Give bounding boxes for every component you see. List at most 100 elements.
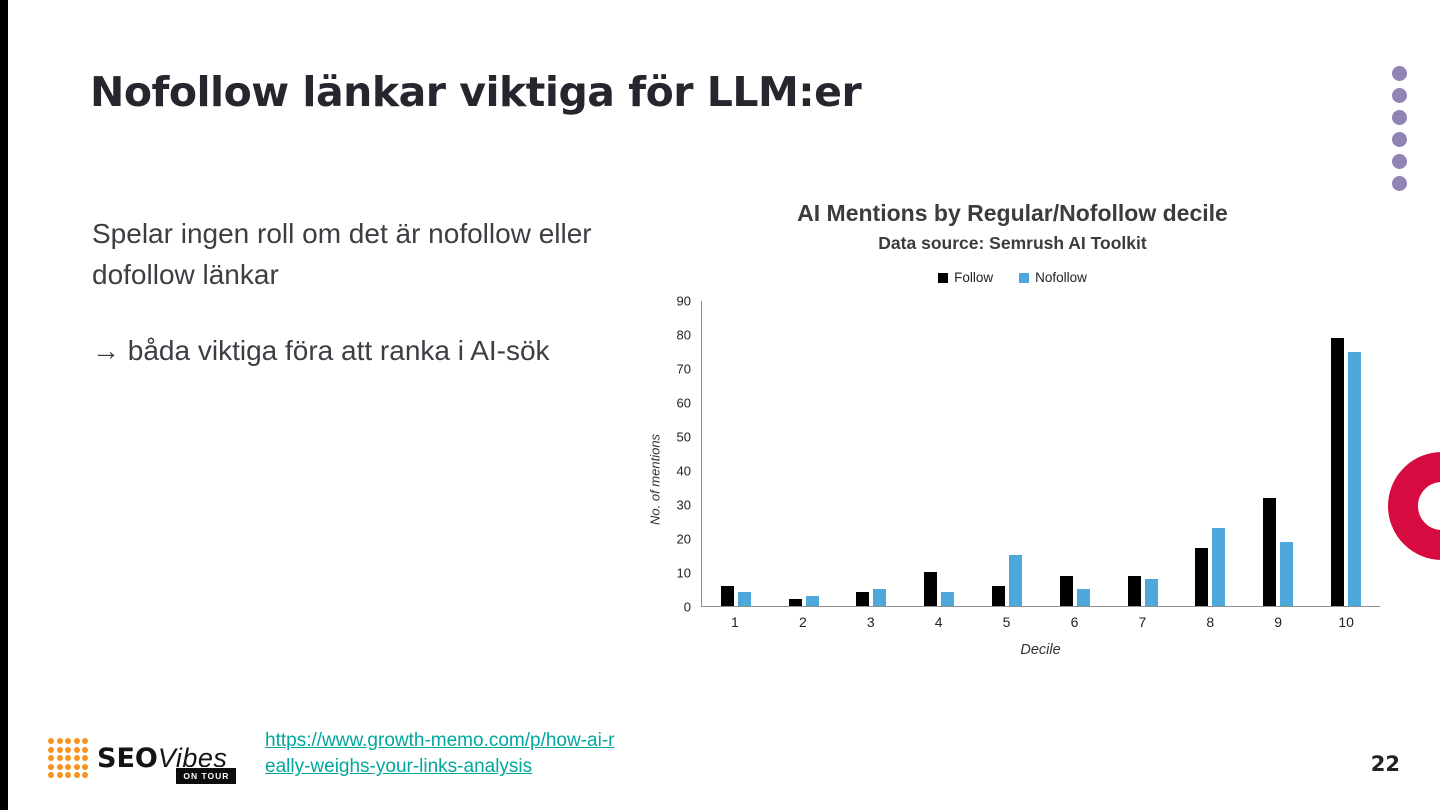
body-text: Spelar ingen roll om det är nofollow ell…: [92, 214, 637, 372]
logo-dot: [82, 763, 88, 770]
bar-follow-decile-4: [924, 572, 938, 606]
bar-follow-decile-3: [856, 592, 870, 606]
bar-group-decile-5: [973, 301, 1041, 606]
logo-dot: [82, 746, 88, 753]
source-link[interactable]: https://www.growth-memo.com/p/how-ai-r e…: [265, 728, 615, 780]
logo-dot: [48, 763, 54, 770]
logo-dot: [65, 755, 71, 761]
y-tick-label: 80: [676, 327, 691, 343]
logo-dot: [48, 755, 54, 761]
plot-area: [701, 301, 1380, 607]
y-tick-label: 60: [676, 395, 691, 411]
x-tick-label: 6: [1070, 614, 1079, 630]
logo-dot: [56, 772, 63, 778]
page-number: 22: [1370, 752, 1400, 776]
decor-dot-icon: [1392, 176, 1407, 191]
logo-dot: [56, 738, 63, 744]
logo-dot: [56, 746, 63, 753]
logo-dot: [82, 755, 88, 761]
x-axis-title: Decile: [1020, 642, 1061, 658]
legend-label: Nofollow: [1035, 270, 1087, 285]
logo-dot: [73, 772, 80, 778]
y-tick-label: 90: [676, 293, 691, 309]
seovibes-logo: SEOVibes ON TOUR: [48, 738, 238, 785]
decor-dot-icon: [1392, 88, 1407, 103]
logo-dot: [56, 763, 63, 770]
bar-follow-decile-6: [1059, 575, 1073, 606]
decor-dot-icon: [1392, 66, 1407, 81]
legend-label: Follow: [954, 270, 994, 285]
plot-row: No. of mentions 0 10 20 30 40 50 60 70 80 90 1 2 3 4…: [645, 295, 1380, 658]
logo-dot: [48, 746, 54, 753]
bar-follow-decile-8: [1195, 548, 1209, 606]
bar-nofollow-decile-6: [1076, 589, 1090, 606]
source-link-line-1[interactable]: https://www.growth-memo.com/p/how-ai-r: [265, 730, 615, 751]
legend-swatch-icon: [938, 272, 949, 283]
x-tick-label: 7: [1138, 614, 1147, 630]
x-tick-label: 2: [798, 614, 807, 630]
bar-nofollow-decile-7: [1144, 578, 1158, 606]
logo-dot: [73, 763, 80, 770]
bar-nofollow-decile-4: [941, 592, 955, 606]
body-paragraph-1: Spelar ingen roll om det är nofollow ell…: [92, 218, 592, 290]
x-tick-label: 1: [731, 614, 739, 630]
legend-item-follow: Follow: [938, 270, 993, 285]
logo-seo-text: SEO: [97, 742, 158, 774]
bar-nofollow-decile-9: [1280, 541, 1294, 606]
page-title: Nofollow länkar viktiga för LLM:er: [90, 68, 862, 116]
bar-group-decile-3: [838, 301, 906, 606]
bar-chart: AI Mentions by Regular/Nofollow decile D…: [645, 200, 1380, 658]
y-tick-label: 70: [676, 361, 691, 377]
source-link-line-2[interactable]: eally-weighs-your-links-analysis: [265, 756, 533, 778]
x-tick-label: 5: [1002, 614, 1011, 630]
bar-group-decile-8: [1177, 301, 1245, 606]
bar-nofollow-decile-5: [1009, 555, 1023, 606]
logo-dot: [73, 755, 80, 761]
legend-item-nofollow: Nofollow: [1019, 270, 1087, 285]
left-edge-bar: [0, 0, 8, 810]
logo-text: SEOVibes ON TOUR: [97, 742, 238, 785]
x-tick-label: 4: [934, 614, 943, 630]
bar-follow-decile-5: [992, 585, 1006, 606]
bar-follow-decile-2: [788, 599, 802, 606]
bar-nofollow-decile-10: [1348, 351, 1362, 606]
bar-group-decile-6: [1041, 301, 1109, 606]
bar-group-decile-9: [1244, 301, 1312, 606]
logo-dot: [65, 763, 71, 770]
y-tick-label: 20: [676, 531, 691, 547]
bar-follow-decile-1: [720, 585, 734, 606]
decor-dot-icon: [1392, 132, 1407, 147]
decor-dot-column: [1392, 66, 1407, 191]
bar-group-decile-7: [1109, 301, 1177, 606]
decor-dot-icon: [1392, 154, 1407, 169]
y-tick-label: 50: [676, 429, 691, 445]
y-axis-ticks: 0 10 20 30 40 50 60 70 80 90: [665, 295, 701, 614]
legend-swatch-icon: [1019, 272, 1030, 283]
logo-on-tour-badge: ON TOUR: [175, 766, 238, 785]
y-tick-label: 40: [676, 463, 691, 479]
logo-dots-icon: [48, 738, 88, 778]
bar-nofollow-decile-3: [873, 589, 887, 606]
bar-group-decile-2: [770, 301, 838, 606]
plot-wrap: 1 2 3 4 5 6 7 8 9 10 Decile: [701, 301, 1380, 658]
x-tick-label: 9: [1274, 614, 1283, 630]
y-axis-title: No. of mentions: [647, 433, 663, 526]
logo-dot: [82, 772, 88, 778]
bar-nofollow-decile-2: [805, 595, 819, 606]
bar-follow-decile-7: [1127, 575, 1141, 606]
chart-subtitle: Data source: Semrush AI Toolkit: [878, 233, 1147, 253]
y-tick-label: 10: [676, 565, 691, 581]
logo-dot: [56, 755, 63, 761]
x-tick-label: 3: [866, 614, 875, 630]
decor-dot-icon: [1392, 110, 1407, 125]
chart-title: AI Mentions by Regular/Nofollow decile: [797, 200, 1228, 226]
logo-dot: [48, 738, 54, 744]
bar-follow-decile-10: [1331, 338, 1345, 606]
bar-nofollow-decile-8: [1212, 528, 1226, 606]
logo-dot: [65, 772, 71, 778]
red-ring-decoration: [1388, 452, 1440, 560]
x-tick-label: 8: [1206, 614, 1215, 630]
logo-dot: [82, 738, 88, 744]
chart-legend: Follow Nofollow: [645, 270, 1380, 285]
y-tick-label: 0: [683, 599, 691, 615]
